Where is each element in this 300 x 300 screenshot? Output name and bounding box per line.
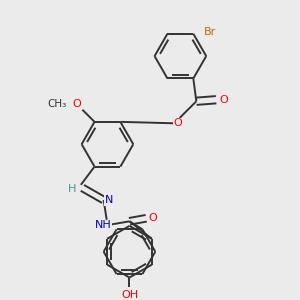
Text: H: H	[68, 184, 76, 194]
Text: N: N	[105, 195, 113, 205]
Text: O: O	[174, 118, 182, 128]
Text: O: O	[148, 213, 157, 223]
Text: OH: OH	[121, 290, 138, 300]
Text: CH₃: CH₃	[47, 99, 67, 109]
Text: O: O	[73, 99, 81, 109]
Text: NH: NH	[95, 220, 111, 230]
Text: O: O	[219, 95, 228, 105]
Text: Br: Br	[204, 27, 216, 37]
